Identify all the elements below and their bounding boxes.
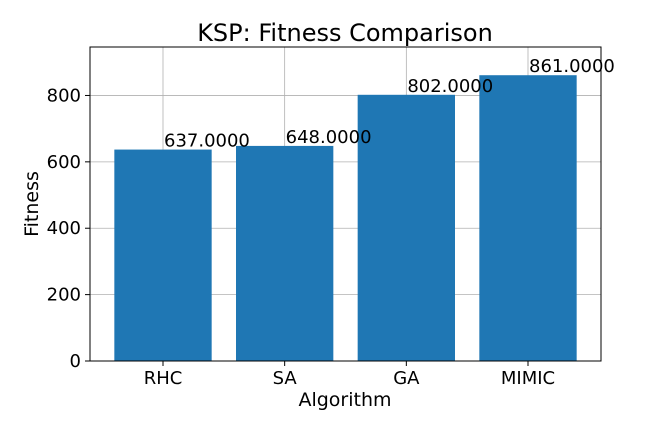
bar-rhc <box>114 149 212 361</box>
data-label-rhc: 637.0000 <box>164 131 250 152</box>
data-labels-layer: 637.0000 648.0000 802.0000 861.0000 <box>164 56 615 151</box>
y-tick-label: 400 <box>47 218 81 239</box>
bar-sa <box>236 145 334 361</box>
x-axis-ticks: RHC SA GA MIMIC <box>144 361 555 389</box>
x-tick-label: RHC <box>144 368 183 389</box>
chart-title: KSP: Fitness Comparison <box>197 19 493 47</box>
data-label-sa: 648.0000 <box>286 127 372 148</box>
y-tick-label: 0 <box>70 351 81 372</box>
y-tick-label: 800 <box>47 85 81 106</box>
x-tick-label: SA <box>273 368 298 389</box>
bar-ga <box>357 94 455 361</box>
bars-layer <box>114 75 577 361</box>
data-label-mimic: 861.0000 <box>529 56 615 77</box>
y-tick-label: 200 <box>47 285 81 306</box>
x-tick-label: MIMIC <box>501 368 555 389</box>
x-axis-label: Algorithm <box>298 389 391 411</box>
y-axis-ticks: 0 200 400 600 800 <box>47 85 90 372</box>
data-label-ga: 802.0000 <box>407 76 493 97</box>
y-axis-label: Fitness <box>21 171 43 237</box>
plot-frame <box>89 46 602 362</box>
y-tick-label: 600 <box>47 152 81 173</box>
bar-mimic <box>479 75 577 361</box>
x-tick-label: GA <box>393 368 420 389</box>
